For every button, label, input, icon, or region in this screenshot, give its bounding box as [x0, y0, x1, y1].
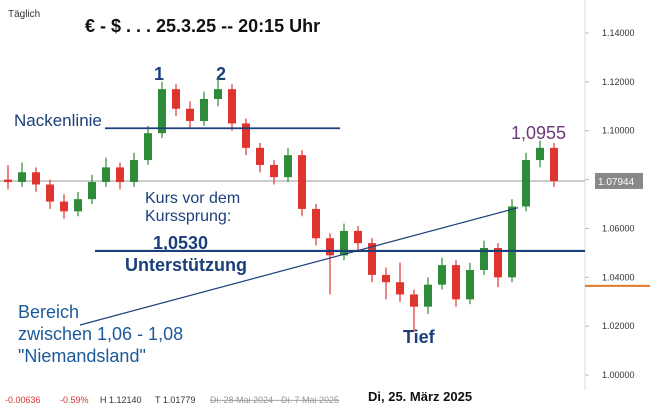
candle-body: [326, 238, 334, 256]
candle-body: [424, 284, 432, 307]
footer-text: T 1.01779: [155, 395, 195, 405]
candle-body: [284, 155, 292, 178]
candle-body: [256, 147, 264, 165]
candle-body: [550, 147, 558, 182]
annotation: Tief: [403, 327, 436, 347]
annotation: "Niemandsland": [18, 346, 146, 366]
candle-body: [270, 164, 278, 178]
candle-body: [452, 265, 460, 300]
candle-body: [410, 294, 418, 307]
candle-body: [4, 179, 12, 183]
candle-body: [354, 230, 362, 244]
y-tick-label: 1.02000: [602, 321, 635, 331]
footer-text: -0.00636: [5, 395, 41, 405]
candle-body: [200, 98, 208, 121]
candle-body: [494, 248, 502, 278]
candle-body: [186, 108, 194, 121]
candle-body: [88, 182, 96, 200]
interval: Täglich: [8, 9, 40, 20]
candle-body: [368, 243, 376, 275]
y-tick-label: 1.04000: [602, 272, 635, 282]
y-tick-label: 1.12000: [602, 77, 635, 87]
footer-date: Di, 25. März 2025: [368, 389, 472, 404]
candle-body: [130, 160, 138, 183]
candle-body: [74, 199, 82, 212]
footer-text: -0.59%: [60, 395, 89, 405]
candle-body: [536, 147, 544, 161]
candle-body: [466, 270, 474, 300]
annotation: 2: [216, 64, 226, 84]
annotation: 1,0530: [153, 233, 208, 253]
candle-body: [116, 167, 124, 183]
candle-body: [522, 160, 530, 207]
footer-text: Di. 28 Mai 2024 - Di. 7 Mai 2025: [210, 395, 339, 405]
annotation: 1: [154, 64, 164, 84]
candle-body: [228, 89, 236, 124]
candle-body: [60, 201, 68, 212]
candle-body: [508, 206, 516, 278]
last-price-label: 1.07944: [598, 177, 635, 188]
candle-body: [172, 89, 180, 109]
candle-body: [340, 230, 348, 256]
candle-body: [312, 208, 320, 239]
candle-body: [242, 123, 250, 148]
candle-body: [158, 89, 166, 134]
annotation: Kurssprung:: [145, 208, 231, 225]
last-price-box: [595, 172, 643, 189]
y-tick-label: 1.06000: [602, 223, 635, 233]
annotation: zwischen 1,06 - 1,08: [18, 324, 183, 344]
chart-title: € - $ . . . 25.3.25 -- 20:15 Uhr: [85, 16, 320, 36]
candle-body: [214, 89, 222, 99]
candle-body: [382, 274, 390, 283]
candle-body: [298, 155, 306, 209]
annotation: Unterstützung: [125, 255, 247, 275]
annotation: Bereich: [18, 302, 79, 322]
candle-body: [18, 172, 26, 183]
candle-body: [396, 282, 404, 295]
annotation: Kurs vor dem: [145, 190, 240, 207]
y-tick-label: 1.14000: [602, 28, 635, 38]
annotation: 1,0955: [511, 123, 566, 143]
annotation: Nackenlinie: [14, 111, 102, 130]
candle-body: [32, 172, 40, 185]
trend-line: [79, 207, 519, 326]
candle-body: [438, 265, 446, 285]
footer-text: H 1.12140: [100, 395, 142, 405]
y-tick-label: 1.10000: [602, 126, 635, 136]
candle-body: [46, 184, 54, 202]
candle-body: [144, 133, 152, 161]
candle-body: [480, 248, 488, 271]
y-tick-label: 1.00000: [602, 370, 635, 380]
candle-body: [102, 167, 110, 183]
